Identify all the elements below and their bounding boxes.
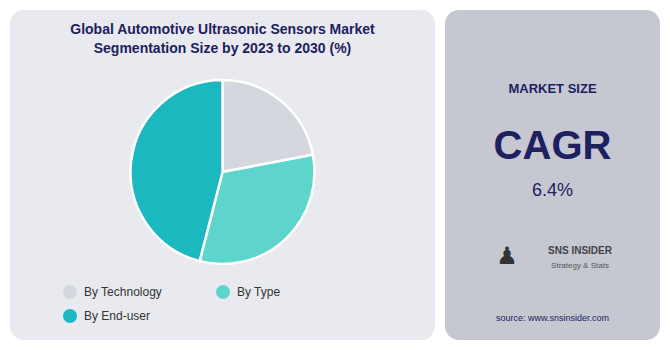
left-card [10, 10, 435, 340]
annotation: source: www.snsinsider.com [496, 313, 609, 323]
annotation: 6.4% [532, 180, 573, 200]
chart-svg: Global Automotive Ultrasonic Sensors Mar… [0, 0, 670, 350]
pie [131, 80, 315, 264]
right-card [445, 10, 660, 340]
legend-label: By Technology [84, 285, 162, 299]
legend-label: By Type [237, 285, 280, 299]
legend-swatch [216, 285, 230, 299]
legend-label: By End-user [84, 309, 150, 323]
annotation: ♟ [496, 242, 518, 270]
title-line: Segmentation Size by 2023 to 2030 (%) [94, 40, 352, 56]
legend-swatch [63, 285, 77, 299]
chart-root: Global Automotive Ultrasonic Sensors Mar… [0, 0, 670, 350]
annotation: MARKET SIZE [508, 81, 596, 96]
annotations: MARKET SIZE CAGR 6.4% ♟ SNS INSIDER Strategy … [494, 81, 613, 324]
title: Global Automotive Ultrasonic Sensors Mar… [70, 21, 375, 56]
pie-slice [131, 80, 223, 261]
background [0, 0, 670, 350]
legend-swatch [63, 309, 77, 323]
annotation: CAGR [494, 123, 612, 167]
annotation: SNS INSIDER [548, 245, 613, 256]
annotation: Strategy & Stats [551, 261, 609, 270]
title-line: Global Automotive Ultrasonic Sensors Mar… [70, 21, 375, 37]
legend: By Technology By Type By End-user [63, 285, 280, 323]
